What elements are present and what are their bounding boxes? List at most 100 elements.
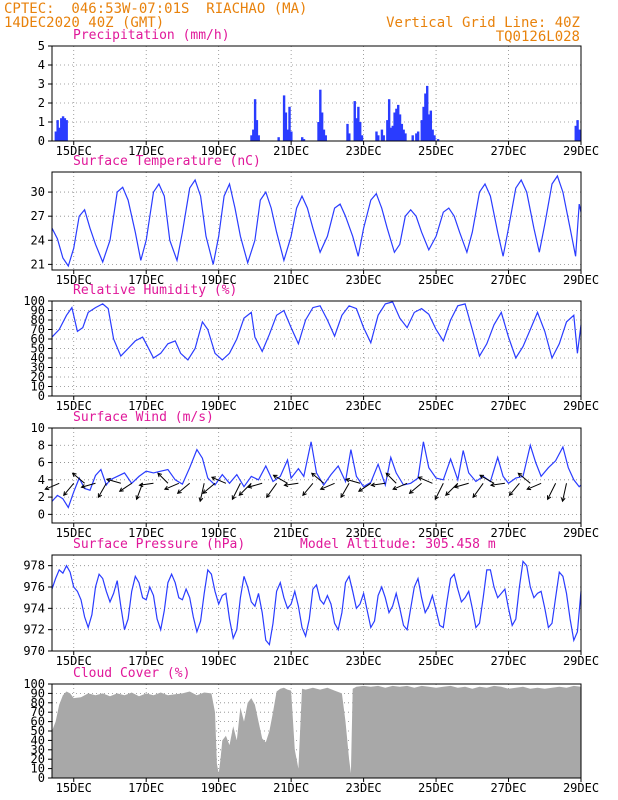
precip-bar bbox=[324, 135, 327, 141]
precip-bar bbox=[348, 133, 351, 141]
pres-ytick-label: 976 bbox=[23, 580, 45, 594]
rh-ytick-label: 30 bbox=[31, 361, 45, 375]
wind-arrow-head bbox=[385, 472, 391, 478]
wind-arrow-head bbox=[163, 485, 169, 491]
wind-arrow-shaft bbox=[266, 482, 278, 498]
precip-bar bbox=[60, 118, 63, 141]
precip-xtick-label: 21DEC bbox=[273, 144, 309, 158]
cloud-ytick-label: 0 bbox=[38, 771, 45, 785]
pres-xtick-label: 19DEC bbox=[201, 654, 237, 668]
header-model-code: TQ0126L028 bbox=[495, 29, 580, 45]
panel-wind bbox=[44, 427, 582, 527]
precip-bar bbox=[395, 108, 398, 141]
wind-arrow-shaft bbox=[517, 472, 531, 484]
wind-arrow-head bbox=[417, 476, 423, 481]
precip-xtick-label: 27DEC bbox=[490, 144, 526, 158]
wind-ytick-label: 2 bbox=[38, 490, 45, 504]
pres-xtick-label: 25DEC bbox=[418, 654, 454, 668]
wind-arrow-head bbox=[434, 495, 439, 501]
precip-bar bbox=[380, 129, 384, 141]
wind-arrow-shaft bbox=[320, 482, 335, 490]
precip-bar bbox=[398, 114, 402, 141]
wind-arrow-shaft bbox=[72, 472, 85, 484]
wind-xtick-label: 25DEC bbox=[418, 526, 454, 540]
wind-arrow-shaft bbox=[302, 482, 314, 496]
rh-ytick-label: 90 bbox=[31, 304, 45, 318]
precip-ytick-label: 3 bbox=[38, 77, 45, 91]
wind-arrow-shaft bbox=[211, 476, 227, 484]
precip-bar bbox=[397, 104, 400, 141]
wind-xtick-label: 17DEC bbox=[128, 526, 164, 540]
panel-temp bbox=[48, 171, 582, 274]
wind-arrow-shaft bbox=[199, 483, 205, 502]
precip-bar bbox=[427, 114, 431, 141]
wind-arrow-shaft bbox=[63, 482, 75, 496]
rh-xtick-label: 21DEC bbox=[273, 399, 309, 413]
precip-bar bbox=[322, 129, 326, 141]
precip-bar bbox=[286, 129, 289, 141]
wind-ytick-label: 10 bbox=[31, 421, 45, 435]
rh-ytick-label: 70 bbox=[31, 323, 45, 337]
rh-xtick-label: 29DEC bbox=[563, 399, 599, 413]
wind-arrow-head bbox=[157, 472, 162, 478]
header-station: CPTEC: 046:53W-07:01S RIACHAO (MA) bbox=[4, 1, 308, 17]
precip-bar bbox=[355, 118, 358, 141]
precip-bar bbox=[58, 127, 61, 141]
wind-arrow-shaft bbox=[97, 483, 107, 498]
precip-bar bbox=[290, 131, 293, 141]
temp-xtick-label: 25DEC bbox=[418, 273, 454, 287]
precip-bar bbox=[402, 129, 405, 141]
wind-ytick-label: 8 bbox=[38, 438, 45, 452]
precip-bar bbox=[422, 106, 425, 141]
temp-line bbox=[51, 174, 582, 268]
panel-pres bbox=[48, 554, 582, 655]
precip-ytick-label: 2 bbox=[38, 96, 45, 110]
wind-arrow-head bbox=[272, 474, 278, 479]
wind-arrow-shaft bbox=[454, 482, 469, 488]
cloud-xtick-label: 19DEC bbox=[201, 781, 237, 795]
wind-arrow-shaft bbox=[479, 474, 495, 484]
wind-arrow-head bbox=[138, 482, 144, 488]
wind-xtick-label: 27DEC bbox=[490, 526, 526, 540]
wind-frame bbox=[51, 427, 582, 524]
precip-bar bbox=[420, 120, 423, 141]
precip-bar bbox=[431, 129, 434, 141]
precip-xtick-label: 19DEC bbox=[201, 144, 237, 158]
cloud-xtick-label: 27DEC bbox=[490, 781, 526, 795]
rh-xtick-label: 23DEC bbox=[346, 399, 382, 413]
wind-xtick-label: 19DEC bbox=[201, 526, 237, 540]
temp-ytick-label: 30 bbox=[31, 185, 45, 199]
precip-bar bbox=[65, 120, 68, 141]
precip-bar bbox=[386, 120, 389, 141]
wind-arrow-shaft bbox=[526, 482, 542, 490]
precip-bar bbox=[576, 120, 579, 141]
cloud-xtick-label: 17DEC bbox=[128, 781, 164, 795]
wind-arrow-shaft bbox=[392, 482, 408, 490]
wind-arrow-shaft bbox=[490, 482, 505, 486]
wind-arrow-shaft bbox=[358, 482, 372, 492]
cloud-xtick-label: 25DEC bbox=[418, 781, 454, 795]
wind-arrow-shaft bbox=[340, 483, 350, 498]
precip-bar bbox=[319, 89, 322, 141]
wind-arrow-head bbox=[526, 485, 532, 491]
wind-arrow-head bbox=[370, 482, 376, 488]
wind-arrow-shaft bbox=[248, 482, 263, 488]
wind-arrow-head bbox=[71, 472, 77, 478]
wind-arrow-head bbox=[283, 482, 289, 488]
rh-ytick-label: 20 bbox=[31, 370, 45, 384]
precip-bar bbox=[284, 112, 288, 141]
cloud-ytick-label: 80 bbox=[31, 696, 45, 710]
panel-cloud bbox=[48, 683, 582, 782]
wind-title: Surface Wind (m/s) bbox=[73, 410, 214, 425]
pres-xtick-label: 17DEC bbox=[128, 654, 164, 668]
precip-bar bbox=[377, 135, 380, 141]
wind-arrow-head bbox=[310, 472, 316, 478]
wind-ytick-label: 6 bbox=[38, 456, 45, 470]
precip-bar bbox=[346, 123, 349, 141]
precip-bar bbox=[436, 139, 440, 141]
wind-arrow-shaft bbox=[509, 482, 520, 496]
panel-rh bbox=[48, 300, 582, 400]
header-date: 14DEC2020 40Z (GMT) bbox=[4, 15, 165, 31]
wind-arrow-head bbox=[247, 484, 253, 489]
precip-bar bbox=[426, 85, 429, 141]
